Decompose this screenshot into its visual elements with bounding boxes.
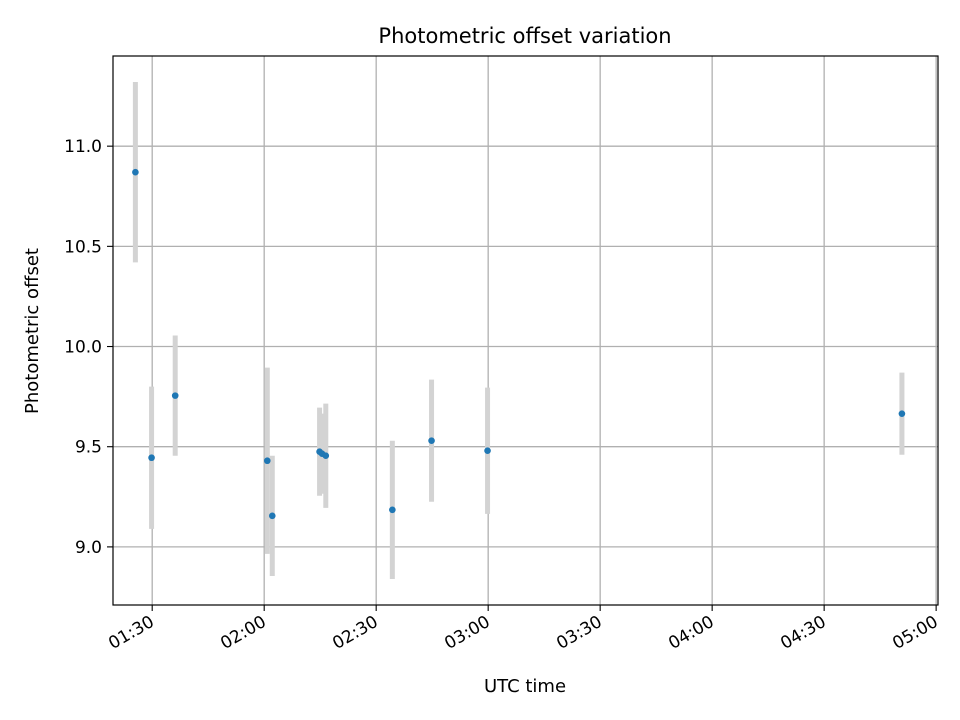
y-tick-label: 9.0 <box>75 538 102 558</box>
data-point <box>263 457 271 465</box>
data-points <box>132 168 906 520</box>
grid <box>113 56 938 605</box>
data-point <box>148 454 155 462</box>
chart-title: Photometric offset variation <box>378 24 671 48</box>
data-point <box>428 437 435 445</box>
y-tick-label: 11.0 <box>64 137 102 157</box>
data-point <box>322 452 330 460</box>
data-point <box>389 506 396 514</box>
x-axis-label: UTC time <box>484 676 566 697</box>
data-point <box>268 512 276 520</box>
data-point <box>898 410 906 417</box>
data-point <box>171 392 179 399</box>
y-axis-label: Photometric offset <box>22 248 43 414</box>
plot-frame <box>112 55 939 606</box>
y-tick-label: 9.5 <box>75 438 102 458</box>
data-point <box>484 447 491 455</box>
data-point <box>132 168 139 176</box>
plot-area <box>113 56 938 605</box>
y-tick-label: 10.0 <box>64 338 102 358</box>
y-tick-label: 10.5 <box>64 237 102 257</box>
